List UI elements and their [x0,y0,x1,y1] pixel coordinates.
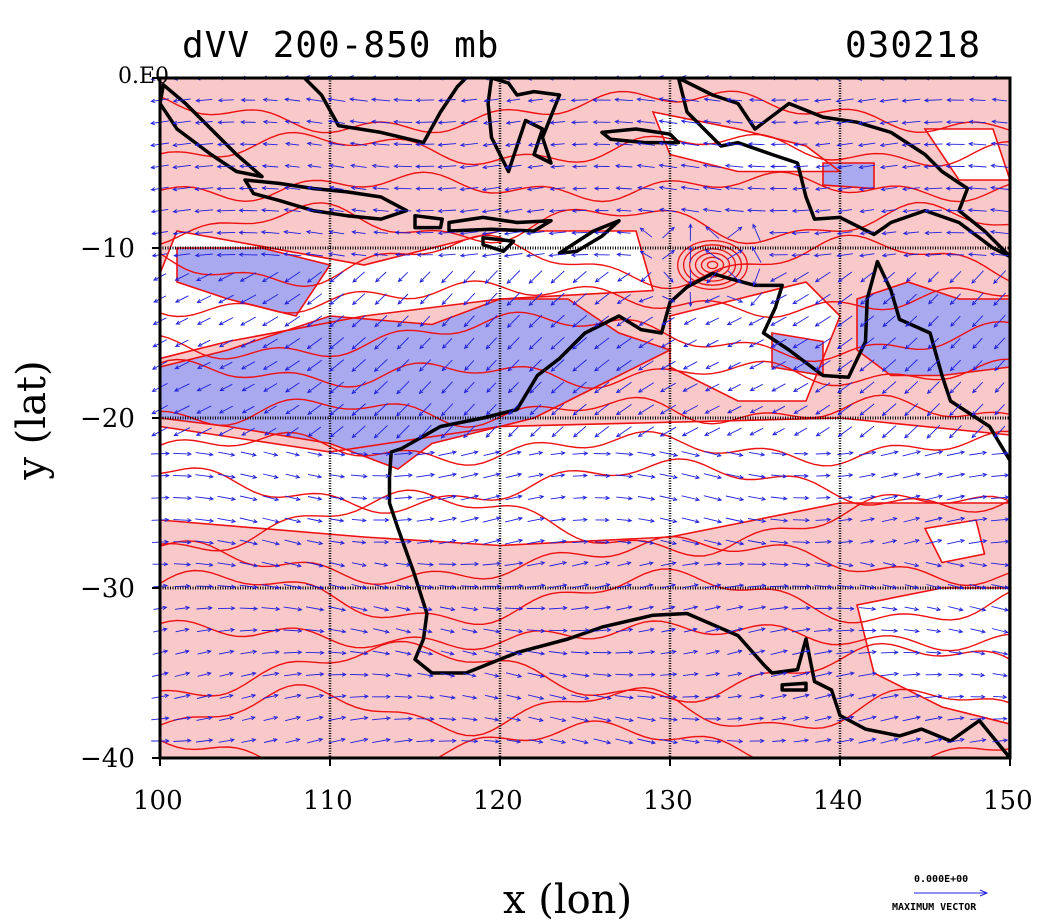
x-tick-label: 100 [133,788,183,814]
vector-key-value: 0.000E+00 [914,875,968,885]
x-tick-label: 130 [643,788,693,814]
y-tick-label: −30 [80,576,135,602]
vector-key-arrow [912,887,992,899]
plot-date: 030218 [845,28,981,64]
vector-key-label: MAXIMUM VECTOR [892,903,976,913]
x-tick-label: 110 [303,788,353,814]
y-tick-label: −10 [80,236,135,262]
y-tick-label: −20 [80,406,135,432]
x-tick-label: 120 [473,788,523,814]
y-tick-label: −40 [80,746,135,772]
x-tick-label: 140 [813,788,863,814]
y-axis-title: y (lat) [12,350,52,490]
x-tick-label: 150 [983,788,1033,814]
y-tick-label: 0.E0 [118,66,169,88]
x-axis-title: x (lon) [503,880,632,920]
plot-title: dVV 200-850 mb [182,28,499,64]
